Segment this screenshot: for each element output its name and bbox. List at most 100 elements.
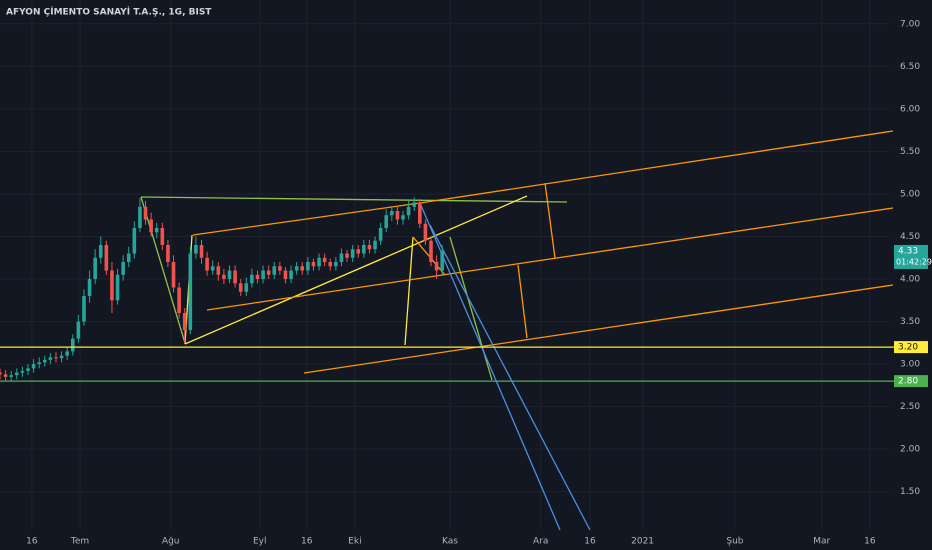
candle-body	[434, 262, 439, 271]
x-tick-label: Şub	[726, 537, 743, 547]
trend-line	[544, 182, 556, 259]
candle-body	[20, 370, 25, 373]
candle-body	[250, 274, 254, 284]
price-label: 2.80	[898, 377, 918, 387]
y-tick-label: 7.00	[900, 19, 920, 29]
candle-body	[143, 206, 148, 220]
trend-line	[140, 196, 186, 344]
candle-body	[132, 227, 137, 254]
trend-line	[419, 130, 894, 204]
candle-body	[362, 245, 366, 254]
candle-body	[378, 227, 383, 241]
y-tick-label: 5.00	[900, 189, 920, 199]
candle-body	[26, 368, 30, 371]
candle-body	[182, 313, 187, 331]
candle-body	[244, 283, 249, 292]
candle-body	[306, 262, 310, 271]
y-tick-label: 6.50	[900, 62, 920, 72]
candle-body	[160, 227, 165, 246]
y-tick-label: 4.50	[900, 232, 920, 242]
candle-body	[356, 249, 361, 254]
chart-title: AFYON ÇİMENTO SANAYİ T.A.Ş., 1G, BIST	[6, 7, 212, 18]
trend-line	[429, 224, 591, 531]
candle-body	[210, 266, 215, 271]
countdown: 01:42:29	[896, 257, 932, 266]
candle-body	[339, 253, 344, 263]
candle-body	[238, 283, 243, 292]
x-tick-label: Mar	[813, 537, 830, 547]
trend-line	[303, 284, 894, 374]
candle-body	[261, 270, 265, 280]
x-tick-label: 16	[864, 537, 876, 547]
price-label: 3.20	[898, 343, 918, 353]
candle-body	[294, 266, 299, 271]
candle-body	[126, 253, 131, 263]
candle-body	[418, 202, 422, 224]
x-tick-label: Ara	[533, 537, 548, 547]
candle-body	[138, 206, 142, 228]
y-tick-label: 3.00	[900, 360, 920, 370]
candle-body	[345, 253, 349, 258]
candle-body	[278, 266, 282, 271]
candle-body	[350, 249, 355, 258]
candle-body	[98, 245, 103, 258]
y-tick-label: 1.50	[900, 487, 920, 497]
candle-body	[272, 266, 277, 275]
candle-body	[401, 215, 405, 220]
candle-body	[9, 375, 13, 377]
candle-body	[266, 270, 271, 275]
candle-body	[149, 219, 153, 233]
candle-body	[227, 270, 232, 280]
x-tick-label: Ağu	[162, 537, 180, 547]
candle-body	[37, 362, 41, 365]
candle-body	[233, 270, 237, 284]
candle-body	[166, 245, 170, 263]
candle-body	[395, 210, 400, 220]
candle-body	[440, 250, 445, 271]
x-tick-label: 16	[301, 537, 313, 547]
candle-body	[317, 257, 321, 267]
y-tick-label: 3.50	[900, 317, 920, 327]
y-tick-label: 6.00	[900, 104, 920, 114]
candle-body	[406, 206, 411, 216]
price-badge	[894, 341, 928, 354]
candle-body	[222, 274, 226, 280]
candle-body	[311, 262, 316, 267]
candle-body	[328, 262, 333, 267]
trend-line	[517, 264, 528, 339]
candle-body	[42, 359, 47, 363]
drawings	[140, 130, 894, 531]
candle-body	[3, 374, 8, 377]
candle-body	[31, 364, 36, 369]
candle-body	[48, 357, 53, 360]
candle-body	[87, 279, 92, 297]
x-tick-label: Eyl	[253, 537, 267, 547]
candle-body	[283, 270, 288, 280]
candle-body	[300, 266, 305, 271]
candle-body	[334, 262, 338, 267]
x-tick-label: 16	[584, 537, 596, 547]
trend-line	[192, 202, 421, 236]
candle-body	[70, 338, 75, 352]
candle-body	[93, 257, 97, 280]
candle-body	[65, 351, 69, 356]
last-price-label: 4.33	[898, 246, 918, 256]
x-tick-label: Eki	[348, 537, 361, 547]
candle-body	[104, 245, 109, 271]
x-tick-label: Kas	[442, 537, 458, 547]
candle-body	[255, 274, 260, 280]
x-tick-label: 16	[26, 537, 38, 547]
candle-body	[322, 257, 327, 263]
candle-body	[188, 253, 193, 331]
candle-body	[154, 227, 159, 233]
x-tick-label: Tem	[70, 537, 89, 547]
candle-body	[110, 270, 114, 301]
candle-body	[373, 240, 377, 250]
candle-body	[390, 210, 394, 216]
candle-body	[423, 223, 428, 241]
candle-body	[429, 240, 433, 263]
candle-body	[76, 321, 81, 339]
candle-body	[177, 287, 181, 314]
